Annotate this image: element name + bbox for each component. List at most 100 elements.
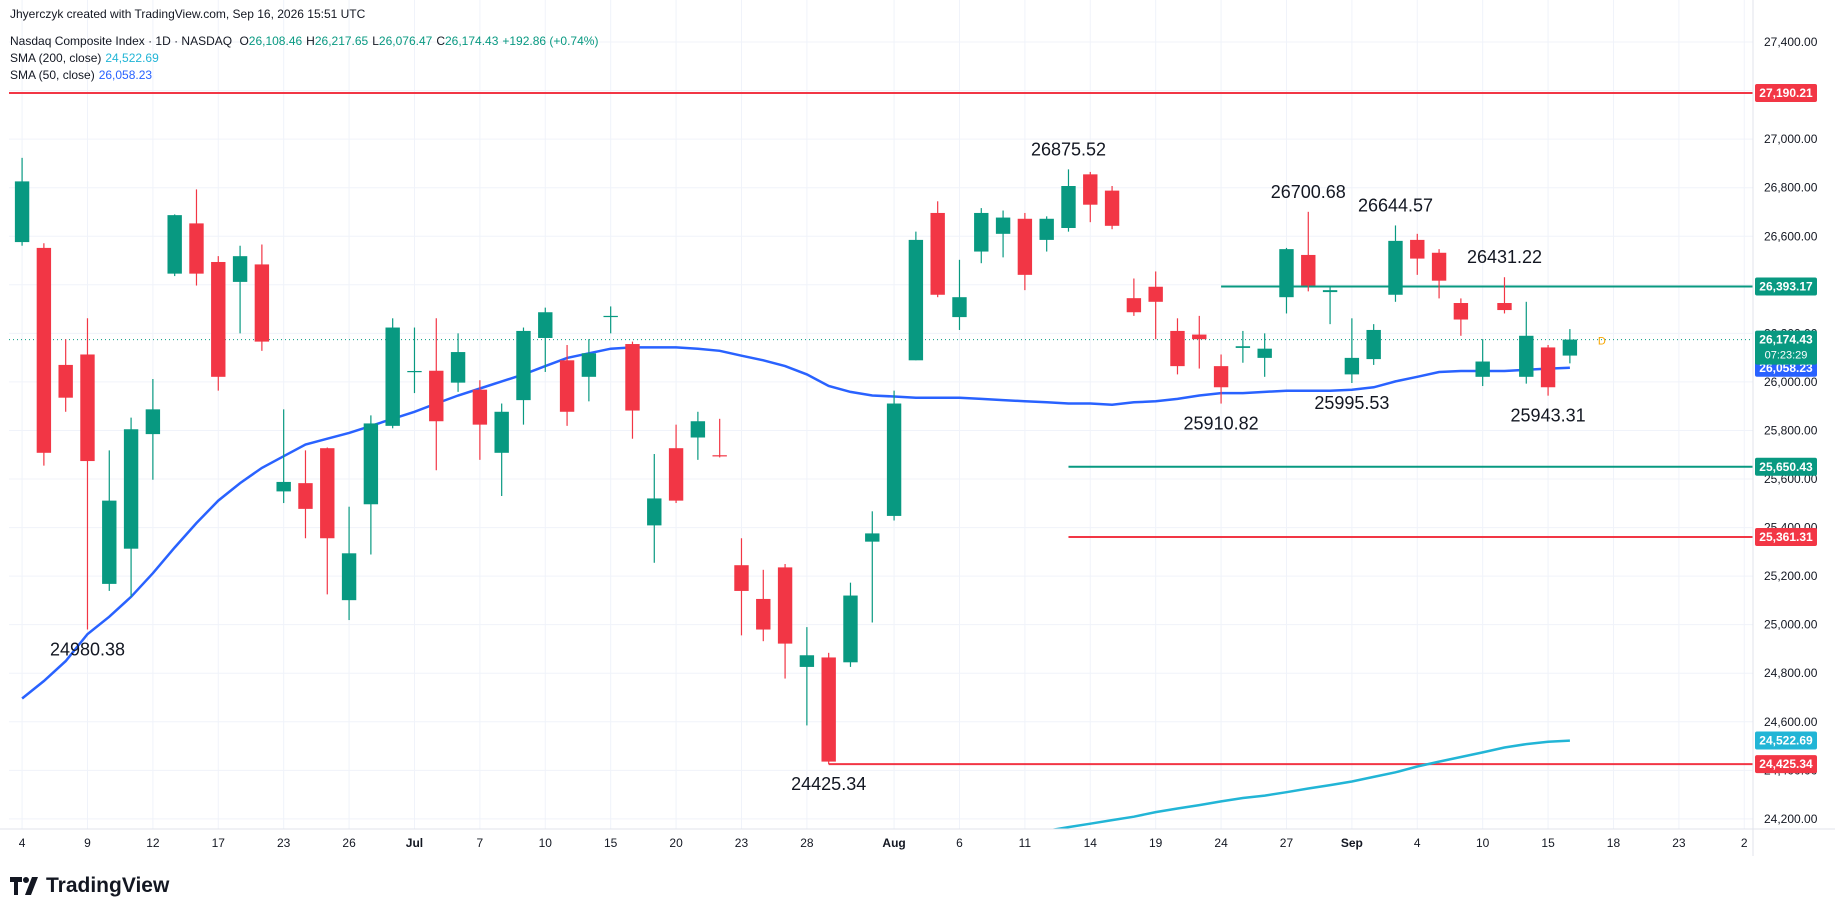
level-box — [1755, 457, 1817, 476]
x-tick-label: 15 — [604, 836, 618, 850]
candle-body — [538, 312, 553, 338]
candle-body — [167, 215, 182, 274]
x-tick-label: 24 — [1214, 836, 1228, 850]
candle-body — [1344, 357, 1360, 375]
x-tick-label: 17 — [212, 836, 226, 850]
candle-body — [1562, 339, 1578, 356]
candle-body — [1453, 303, 1469, 320]
candle-body — [1126, 298, 1142, 313]
candle-body — [1192, 334, 1207, 340]
x-tick-label: 23 — [735, 836, 749, 850]
x-tick-label: 27 — [1280, 836, 1294, 850]
candle-body — [1497, 303, 1512, 311]
candle-body — [1322, 290, 1338, 293]
x-tick-label: 9 — [84, 836, 91, 850]
indicator-name: SMA (200, close) — [10, 51, 102, 65]
candle-body — [1235, 346, 1251, 348]
candle-body — [843, 595, 858, 663]
y-tick-label: 26,600.00 — [1764, 229, 1818, 243]
ohlc-key: H — [306, 34, 315, 48]
change: +192.86 (+0.74%) — [502, 34, 599, 48]
ohlc-value: 26,076.47 — [378, 34, 433, 48]
price-annotation: 26431.22 — [1467, 247, 1542, 267]
candle-body — [472, 389, 488, 425]
candle-body — [690, 421, 706, 438]
candle-body — [407, 370, 422, 373]
candle-body — [799, 655, 815, 667]
price-annotation: 24425.34 — [791, 774, 866, 794]
candle-body — [625, 344, 640, 411]
legend: Nasdaq Composite Index · 1D · NASDAQ O26… — [10, 34, 602, 48]
candle-body — [276, 481, 291, 492]
y-tick-label: 24,600.00 — [1764, 715, 1818, 729]
candle-body — [1148, 286, 1163, 302]
x-tick-label: 14 — [1084, 836, 1098, 850]
candle-body — [777, 567, 793, 644]
last-price-countdown: 07:23:29 — [1765, 350, 1808, 362]
candle-body — [668, 448, 684, 501]
last-price-box — [1755, 330, 1817, 365]
candle-body — [320, 448, 335, 539]
candle-body — [211, 261, 226, 377]
x-tick-label: 23 — [277, 836, 291, 850]
candle-body — [189, 223, 204, 274]
candle-body — [516, 330, 531, 401]
plot-area — [9, 91, 1753, 829]
candle-body — [974, 212, 989, 252]
candle-body — [559, 360, 575, 412]
candle-body — [1519, 335, 1534, 377]
x-tick-label: 18 — [1607, 836, 1621, 850]
candle-body — [102, 500, 117, 584]
candle-body — [450, 352, 466, 383]
y-tick-label: 25,000.00 — [1764, 618, 1818, 632]
candle-body — [1301, 254, 1316, 286]
price-annotation: 26700.68 — [1271, 182, 1346, 202]
y-tick-label: 26,000.00 — [1764, 375, 1818, 389]
candle-body — [1170, 330, 1185, 367]
candle-body — [341, 553, 357, 601]
candle-body — [995, 217, 1011, 234]
candle-body — [647, 498, 662, 526]
candle-body — [58, 364, 73, 398]
logo-text: TradingView — [46, 874, 170, 897]
interval-marker: D — [1598, 336, 1606, 348]
candle-body — [1257, 348, 1272, 358]
indicator-legend: SMA (200, close) 24,522.69 — [10, 51, 163, 65]
x-tick-label: 6 — [956, 836, 963, 850]
candle-body — [298, 483, 313, 509]
axes: 24,200.0024,400.0024,600.0024,800.0025,0… — [19, 35, 1818, 850]
indicator-name: SMA (50, close) — [10, 68, 95, 82]
x-tick-label: 15 — [1541, 836, 1555, 850]
credit: Jhyerczyk created with TradingView.com, … — [10, 7, 366, 21]
indicator-legend: SMA (50, close) 26,058.23 — [10, 68, 156, 82]
ohlc-field: L26,076.47 — [372, 34, 432, 48]
candle-body — [712, 455, 727, 457]
candle-body — [1431, 252, 1447, 281]
candle-body — [1279, 249, 1294, 298]
candle-body — [930, 212, 945, 295]
x-tick-label: 20 — [669, 836, 683, 850]
x-tick-label: 7 — [477, 836, 484, 850]
x-tick-label: 12 — [146, 836, 160, 850]
x-tick-label: 23 — [1672, 836, 1686, 850]
x-tick-label: 28 — [800, 836, 814, 850]
level-box — [1755, 527, 1817, 546]
logo-icon — [10, 877, 38, 895]
sma-line — [21, 346, 1570, 700]
candle-body — [363, 423, 379, 505]
candle-body — [886, 403, 902, 516]
candle-body — [1104, 190, 1120, 226]
price-annotation: 25943.31 — [1511, 406, 1586, 426]
candle-body — [1061, 186, 1076, 229]
sma-box — [1755, 731, 1817, 750]
sma-line — [1049, 739, 1570, 829]
x-tick-label: 19 — [1149, 836, 1163, 850]
ohlc-key: L — [372, 34, 379, 48]
candle-body — [603, 315, 618, 318]
candle-body — [429, 370, 444, 422]
candle-body — [123, 429, 139, 549]
candle-body — [734, 565, 749, 591]
candle-body — [254, 264, 270, 342]
